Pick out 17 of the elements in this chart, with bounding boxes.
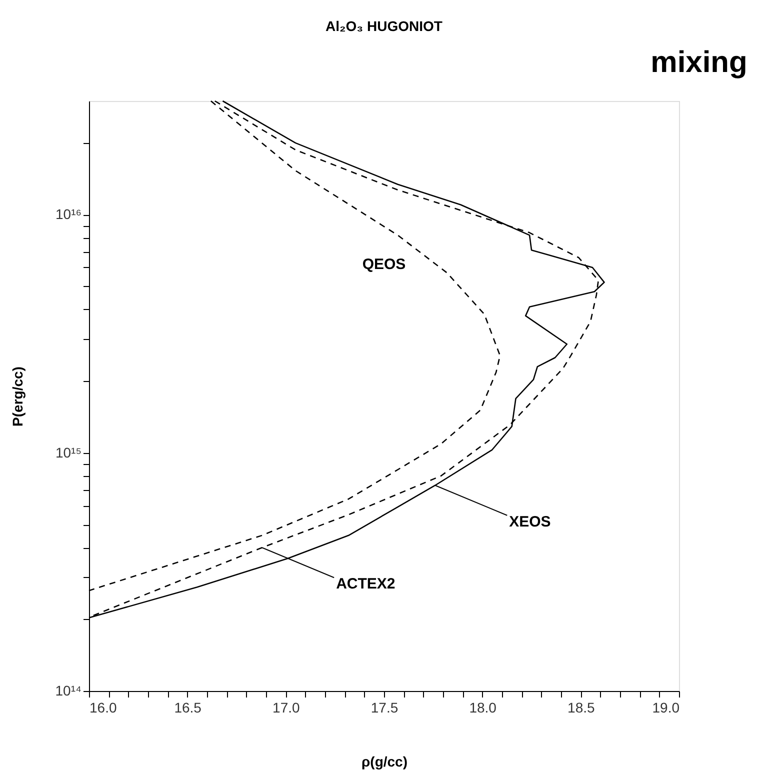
x-tick-label: 16.5 [174,700,202,716]
annotation: XEOS [509,513,551,530]
annotation: QEOS [362,256,406,273]
x-tick-label: 17.0 [272,700,300,716]
y-tick-label: 10¹⁵ [55,444,82,460]
y-axis-title: P(erg/cc) [9,366,26,426]
y-tick-label: 10¹⁶ [56,206,82,222]
x-tick-label: 19.0 [652,700,680,716]
chart-title: Al₂O₃ HUGONIOT [326,18,443,34]
x-tick-label: 17.5 [370,700,398,716]
text: mixing [650,46,748,79]
x-tick-label: 18.5 [568,700,596,716]
x-axis-title: ρ(g/cc) [362,754,408,770]
x-tick-label: 16.0 [90,700,117,716]
annotation: ACTEX2 [336,576,396,593]
x-tick-label: 18.0 [469,700,497,716]
y-tick-label: 10¹⁴ [55,682,82,698]
